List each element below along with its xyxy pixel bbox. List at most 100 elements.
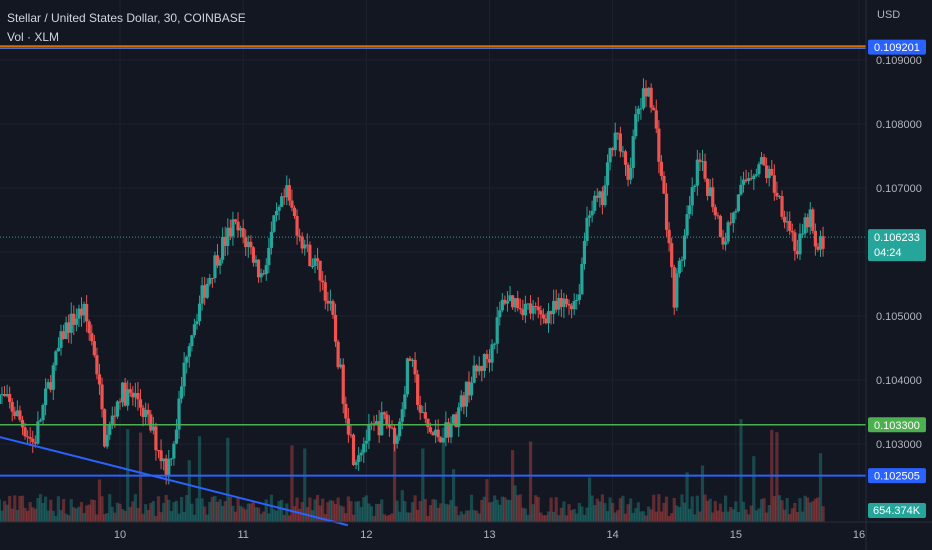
volume-bar — [487, 502, 492, 522]
volume-bar — [493, 495, 497, 522]
volume-bar — [398, 511, 402, 522]
volume-bar — [464, 510, 469, 522]
candle-body — [13, 411, 17, 416]
volume-bar — [485, 479, 489, 522]
candle-body — [793, 232, 797, 251]
candle-body — [162, 458, 166, 462]
volume-bar — [115, 502, 120, 522]
y-tick-label: 0.108000 — [876, 119, 922, 131]
candle-body — [398, 421, 402, 437]
candle-body — [331, 301, 335, 315]
volume-bar — [100, 496, 104, 522]
volume-bar — [113, 512, 117, 522]
volume-bar — [806, 497, 810, 522]
grid — [0, 0, 866, 522]
symbol-title[interactable]: Stellar / United States Dollar, 30, COIN… — [7, 11, 246, 25]
volume-bar — [523, 508, 528, 522]
candle-body — [133, 393, 137, 398]
volume-bar — [290, 445, 294, 522]
volume-bar — [246, 503, 250, 522]
volume-bar — [639, 511, 643, 522]
volume-bar — [808, 502, 812, 522]
volume-bar — [667, 515, 671, 522]
candle-body — [795, 250, 800, 255]
volume-bar — [146, 510, 150, 522]
candle-body — [539, 310, 543, 315]
volume-label[interactable]: Vol · XLM — [7, 30, 60, 44]
volume-bar — [120, 509, 125, 522]
candle-body — [765, 165, 769, 179]
volume-bar — [61, 499, 66, 522]
volume-bar — [652, 494, 656, 522]
volume-bar — [472, 510, 476, 522]
candle-body — [813, 230, 817, 247]
candle-body — [287, 185, 291, 201]
candle-body — [423, 412, 427, 419]
candle-body — [228, 227, 232, 237]
candle-body — [64, 322, 68, 340]
trendline[interactable] — [0, 436, 349, 527]
candle-body — [800, 233, 805, 235]
candle-body — [313, 258, 317, 266]
volume-bar — [59, 510, 63, 522]
candle-body — [726, 222, 730, 242]
volume-bar — [31, 507, 35, 522]
tag-resistance-bg — [868, 39, 926, 55]
candle-body — [277, 206, 281, 211]
volume-bar — [405, 512, 409, 522]
volume-bar — [495, 499, 499, 522]
candle-body — [472, 365, 476, 383]
candle-body — [646, 87, 651, 97]
volume-bar — [85, 505, 89, 522]
candle-body — [462, 395, 466, 407]
candle-body — [59, 331, 63, 348]
volume-bar — [616, 510, 620, 522]
volume-bar — [251, 502, 256, 522]
volume-bar — [223, 501, 227, 522]
candle-body — [564, 298, 569, 304]
candle-body — [267, 247, 271, 266]
volume-bar — [413, 495, 417, 522]
candle-body — [210, 277, 214, 279]
candle-body — [587, 215, 592, 218]
candle-body — [264, 265, 268, 275]
volume-bar — [123, 510, 127, 522]
volume-bar — [726, 511, 730, 522]
volume-bar — [677, 507, 681, 522]
candle-body — [780, 196, 784, 217]
candle-body — [300, 236, 304, 249]
candle-body — [572, 301, 576, 310]
candle-body — [131, 392, 135, 398]
candle-body — [482, 354, 486, 371]
candle-body — [821, 236, 825, 249]
volume-bar — [544, 515, 548, 522]
volume-bar — [734, 501, 738, 522]
volume-bar — [190, 503, 194, 522]
volume-bar — [693, 514, 697, 522]
volume-bar — [203, 506, 207, 522]
candle-body — [172, 443, 176, 459]
volume-bar — [218, 499, 222, 522]
candle-body — [254, 259, 258, 263]
volume-bar — [600, 494, 605, 522]
candle-body — [416, 374, 420, 405]
volume-bar — [28, 502, 32, 522]
y-tick-label: 0.104000 — [876, 375, 922, 387]
candle-body — [333, 314, 338, 342]
candle-body — [357, 455, 361, 463]
drawn-lines[interactable] — [0, 45, 866, 527]
candle-body — [749, 178, 753, 180]
volume-bar — [390, 513, 394, 522]
volume-bar — [646, 506, 651, 522]
candle-body — [677, 260, 681, 274]
volume-bar — [626, 504, 630, 522]
candle-body — [641, 88, 646, 109]
volume-bar — [326, 502, 330, 522]
volume-bar — [13, 495, 17, 522]
volume-bar — [654, 511, 658, 522]
volume-bar — [772, 496, 776, 522]
volume-bar — [526, 514, 530, 522]
tag-support-green-bg — [868, 417, 926, 433]
